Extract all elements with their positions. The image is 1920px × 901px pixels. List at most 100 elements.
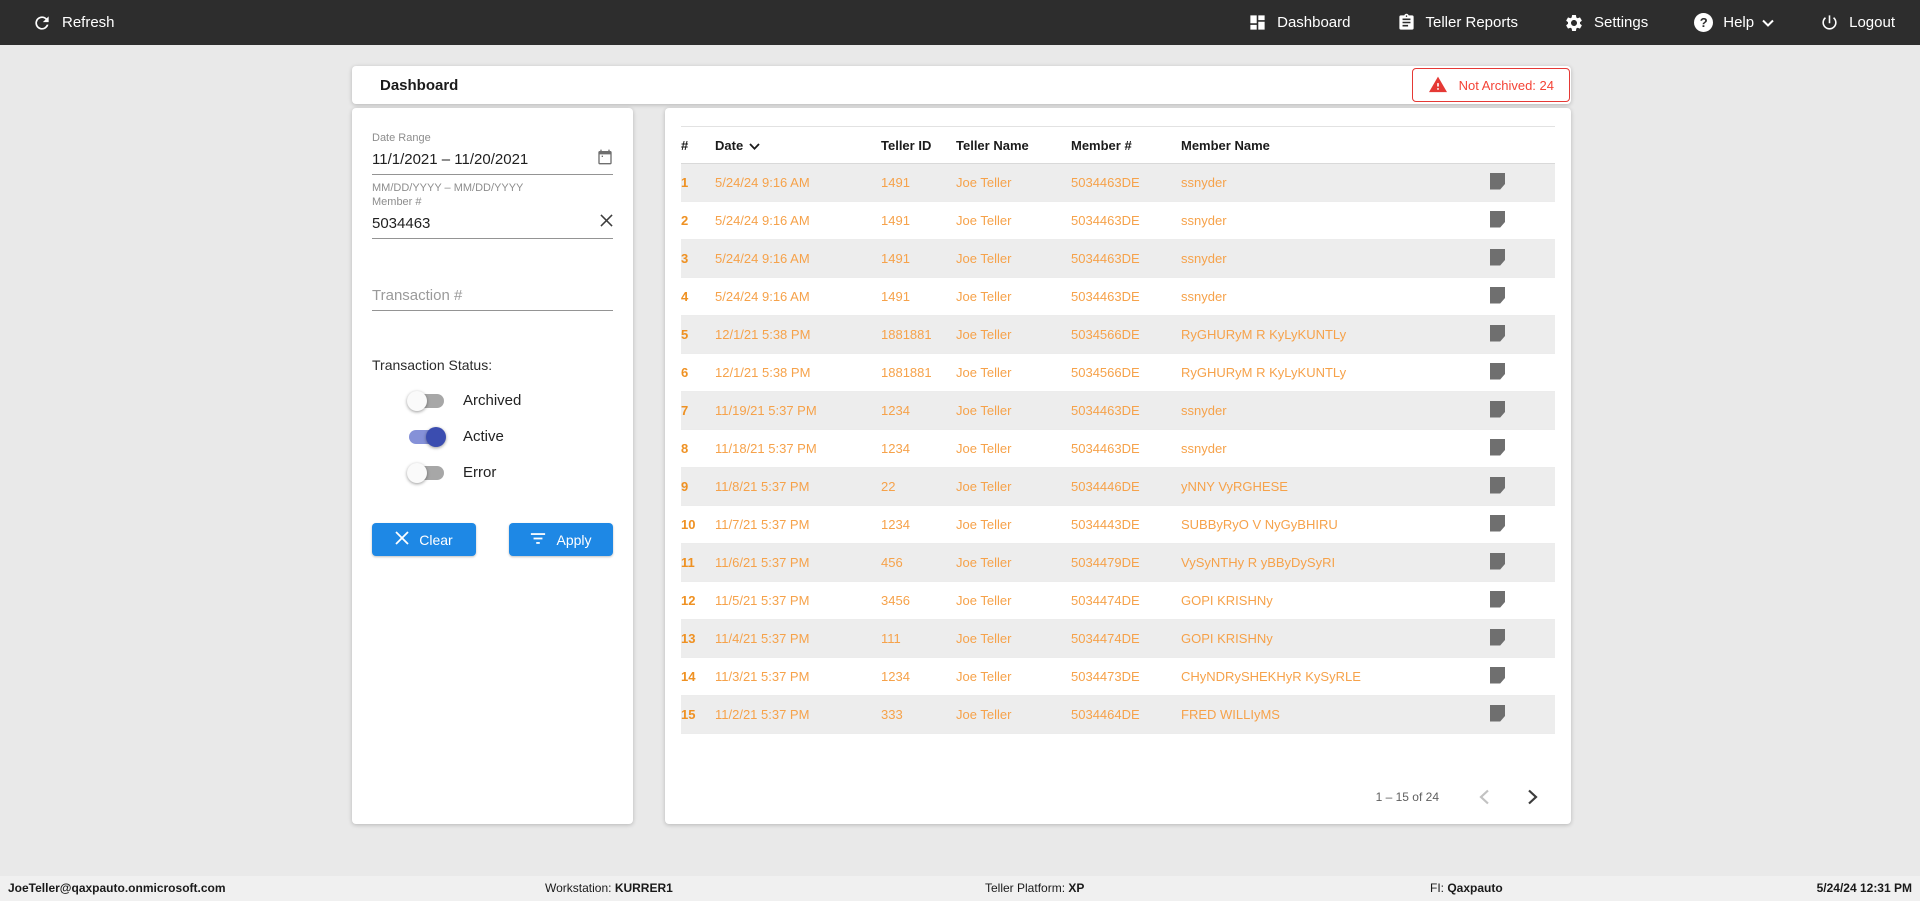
cell-date: 11/3/21 5:37 PM <box>715 669 810 684</box>
note-icon[interactable] <box>1490 362 1505 380</box>
cell-date: 11/8/21 5:37 PM <box>715 479 810 494</box>
cell-date: 11/18/21 5:37 PM <box>715 441 817 456</box>
cell-member-number: 5034566DE <box>1071 327 1140 342</box>
nav-item-teller-reports[interactable]: Teller Reports <box>1397 13 1518 32</box>
transaction-status-label: Transaction Status: <box>372 357 493 373</box>
note-icon[interactable] <box>1490 704 1505 722</box>
table-row[interactable]: 12 11/5/21 5:37 PM 3456 Joe Teller 50344… <box>681 582 1555 620</box>
note-icon[interactable] <box>1490 628 1505 646</box>
sort-chevron-icon <box>749 138 760 153</box>
chevron-down-icon <box>1762 19 1774 27</box>
filter-buttons-row: Clear Apply <box>372 523 613 556</box>
cell-teller-id: 111 <box>881 631 901 646</box>
cell-member-name: ssnyder <box>1181 441 1227 456</box>
active-toggle[interactable] <box>409 426 446 447</box>
help-icon: ? <box>1694 13 1714 32</box>
error-toggle-label: Error <box>463 464 497 481</box>
cell-member-name: FRED WILLIyMS <box>1181 707 1280 722</box>
nav-item-settings[interactable]: Settings <box>1564 13 1648 33</box>
row-number: 6 <box>681 365 689 380</box>
pagination-range-label: 1 – 15 of 24 <box>1375 790 1439 804</box>
table-row[interactable]: 5 12/1/21 5:38 PM 1881881 Joe Teller 503… <box>681 316 1555 354</box>
note-icon[interactable] <box>1490 476 1505 494</box>
row-number: 14 <box>681 669 696 684</box>
column-header-member-name[interactable]: Member Name <box>1181 137 1270 153</box>
cell-teller-id: 1234 <box>881 669 910 684</box>
table-row[interactable]: 13 11/4/21 5:37 PM 111 Joe Teller 503447… <box>681 620 1555 658</box>
note-icon[interactable] <box>1490 286 1505 304</box>
nav-item-help[interactable]: ? Help <box>1694 13 1774 32</box>
table-row[interactable]: 8 11/18/21 5:37 PM 1234 Joe Teller 50344… <box>681 430 1555 468</box>
note-cell <box>1490 286 1555 307</box>
note-icon[interactable] <box>1490 438 1505 456</box>
nav-item-dashboard[interactable]: Dashboard <box>1248 13 1351 32</box>
cell-teller-name: Joe Teller <box>956 213 1012 228</box>
workstation-value: KURRER1 <box>614 881 673 895</box>
table-row[interactable]: 1 5/24/24 9:16 AM 1491 Joe Teller 503446… <box>681 164 1555 202</box>
cell-date: 5/24/24 9:16 AM <box>715 175 810 190</box>
refresh-button[interactable]: Refresh <box>32 13 115 33</box>
date-range-input[interactable]: 11/1/2021 – 11/20/2021 <box>372 147 613 171</box>
note-cell <box>1490 438 1555 459</box>
cell-teller-id: 22 <box>881 479 896 494</box>
next-page-button[interactable] <box>1515 780 1549 814</box>
cell-date: 11/4/21 5:37 PM <box>715 631 810 646</box>
cell-member-number: 5034463DE <box>1071 289 1140 304</box>
table-row[interactable]: 4 5/24/24 9:16 AM 1491 Joe Teller 503446… <box>681 278 1555 316</box>
table-row[interactable]: 11 11/6/21 5:37 PM 456 Joe Teller 503447… <box>681 544 1555 582</box>
cell-teller-id: 1234 <box>881 441 910 456</box>
table-row[interactable]: 6 12/1/21 5:38 PM 1881881 Joe Teller 503… <box>681 354 1555 392</box>
cell-member-name: ssnyder <box>1181 251 1227 266</box>
member-number-value: 5034463 <box>372 214 431 232</box>
toggle-row-archived: Archived <box>407 390 613 411</box>
clear-button[interactable]: Clear <box>372 523 476 556</box>
error-toggle[interactable] <box>407 462 444 483</box>
not-archived-badge[interactable]: Not Archived: 24 <box>1411 68 1570 102</box>
note-icon[interactable] <box>1490 248 1505 266</box>
table-row[interactable]: 3 5/24/24 9:16 AM 1491 Joe Teller 503446… <box>681 240 1555 278</box>
archived-toggle[interactable] <box>407 390 444 411</box>
previous-page-button[interactable] <box>1467 780 1501 814</box>
note-icon[interactable] <box>1490 324 1505 342</box>
note-icon[interactable] <box>1490 514 1505 532</box>
transaction-number-placeholder: Transaction # <box>372 286 463 304</box>
row-number: 10 <box>681 517 696 532</box>
cell-teller-name: Joe Teller <box>956 669 1012 684</box>
clear-field-icon[interactable] <box>600 214 613 232</box>
cell-member-number: 5034443DE <box>1071 517 1140 532</box>
toggle-row-active: Active <box>409 426 613 447</box>
row-number: 1 <box>681 175 689 190</box>
cell-member-number: 5034463DE <box>1071 175 1140 190</box>
transaction-number-input[interactable]: Transaction # <box>372 283 613 311</box>
column-header-date[interactable]: Date <box>715 138 881 153</box>
table-row[interactable]: 7 11/19/21 5:37 PM 1234 Joe Teller 50344… <box>681 392 1555 430</box>
note-cell <box>1490 362 1555 383</box>
nav-right-group: Dashboard Teller Reports Settings ? Help <box>1248 13 1895 33</box>
table-row[interactable]: 9 11/8/21 5:37 PM 22 Joe Teller 5034446D… <box>681 468 1555 506</box>
cell-teller-id: 1234 <box>881 403 910 418</box>
note-icon[interactable] <box>1490 666 1505 684</box>
calendar-icon[interactable] <box>597 149 613 170</box>
member-number-input[interactable]: 5034463 <box>372 211 613 235</box>
table-row[interactable]: 2 5/24/24 9:16 AM 1491 Joe Teller 503446… <box>681 202 1555 240</box>
footer-datetime: 5/24/24 12:31 PM <box>1816 881 1912 895</box>
note-icon[interactable] <box>1490 400 1505 418</box>
column-header-teller-id[interactable]: Teller ID <box>881 137 932 153</box>
column-header-teller-name[interactable]: Teller Name <box>956 137 1029 153</box>
cell-member-name: ssnyder <box>1181 175 1227 190</box>
table-row[interactable]: 14 11/3/21 5:37 PM 1234 Joe Teller 50344… <box>681 658 1555 696</box>
note-icon[interactable] <box>1490 210 1505 228</box>
column-header-member-number[interactable]: Member # <box>1071 137 1132 153</box>
nav-item-logout[interactable]: Logout <box>1820 13 1895 32</box>
note-cell <box>1490 590 1555 611</box>
apply-button[interactable]: Apply <box>509 523 613 556</box>
clipboard-icon <box>1397 13 1416 32</box>
platform-label: Teller Platform: <box>985 881 1066 895</box>
note-icon[interactable] <box>1490 552 1505 570</box>
cell-teller-name: Joe Teller <box>956 175 1012 190</box>
note-icon[interactable] <box>1490 590 1505 608</box>
table-row[interactable]: 10 11/7/21 5:37 PM 1234 Joe Teller 50344… <box>681 506 1555 544</box>
row-number: 8 <box>681 441 689 456</box>
note-icon[interactable] <box>1490 172 1505 190</box>
table-row[interactable]: 15 11/2/21 5:37 PM 333 Joe Teller 503446… <box>681 696 1555 734</box>
